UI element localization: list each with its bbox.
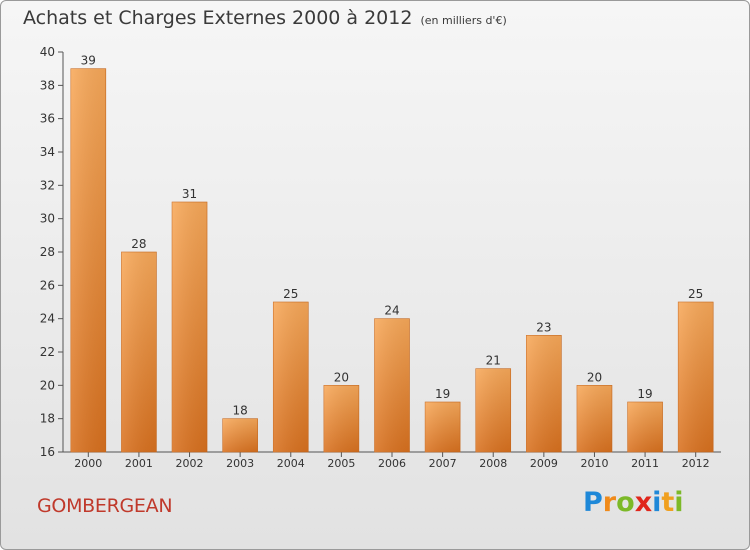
x-tick-label: 2000 <box>74 457 102 470</box>
bar-value-label: 20 <box>587 370 602 384</box>
logo-letter: r <box>602 487 617 518</box>
y-tick-label: 18 <box>40 412 55 426</box>
bar-value-label: 28 <box>131 237 146 251</box>
bar-value-label: 21 <box>486 354 501 368</box>
x-tick-label: 2008 <box>479 457 507 470</box>
bar-value-label: 18 <box>233 404 248 418</box>
chart-title-unit: (en milliers d'€) <box>420 14 507 27</box>
x-tick-label: 2009 <box>530 457 558 470</box>
bar-value-label: 31 <box>182 187 197 201</box>
bar-shine <box>475 368 511 452</box>
bar-value-label: 25 <box>283 287 298 301</box>
y-tick-label: 20 <box>40 378 55 392</box>
logo-letter: i <box>674 487 684 518</box>
y-tick-label: 38 <box>40 78 55 92</box>
x-tick-label: 2011 <box>631 457 659 470</box>
bar-value-label: 24 <box>384 304 399 318</box>
y-tick-label: 24 <box>40 312 55 326</box>
x-axis: 2000 2001 2002 2003 2004 2005 2006 2007 2008 2009… <box>63 451 721 470</box>
bars-group: 39 28 31 18 25 20 24 19 21 23 20 19 25 <box>70 54 714 453</box>
y-tick-label: 16 <box>40 445 55 459</box>
bar-value-label: 39 <box>81 54 96 68</box>
logo-letter: P <box>583 487 603 518</box>
y-tick-label: 22 <box>40 345 55 359</box>
chart-title-main: Achats et Charges Externes 2000 à 2012 <box>23 7 413 29</box>
x-tick-label: 2002 <box>176 457 204 470</box>
proxiti-logo: Proxiti <box>583 487 684 518</box>
bar-shine <box>172 202 208 452</box>
x-tick-label: 2010 <box>580 457 608 470</box>
bar-shine <box>576 385 612 452</box>
y-tick-label: 26 <box>40 278 55 292</box>
bar-shine <box>627 402 663 452</box>
logo-letter: o <box>616 487 635 518</box>
bar-shine <box>222 418 258 452</box>
bar-value-label: 19 <box>637 387 652 401</box>
bar-shine <box>323 385 359 452</box>
bar-shine <box>425 402 461 452</box>
bar-shine <box>273 302 309 452</box>
y-tick-label: 40 <box>40 45 55 59</box>
bar-shine <box>121 252 157 452</box>
y-tick-label: 34 <box>40 145 55 159</box>
y-tick-label: 36 <box>40 112 55 126</box>
x-tick-label: 2003 <box>226 457 254 470</box>
x-tick-label: 2004 <box>277 457 305 470</box>
bar-value-label: 20 <box>334 370 349 384</box>
y-axis: 16 18 20 22 24 26 28 30 32 34 36 38 40 <box>40 45 64 459</box>
bar-shine <box>526 335 562 452</box>
x-tick-label: 2006 <box>378 457 406 470</box>
bar-shine <box>70 68 106 453</box>
logo-letter: x <box>634 487 653 518</box>
bar-value-label: 23 <box>536 320 551 334</box>
y-tick-label: 32 <box>40 178 55 192</box>
y-tick-label: 30 <box>40 212 55 226</box>
place-name: GOMBERGEAN <box>37 495 173 517</box>
x-tick-label: 2012 <box>682 457 710 470</box>
y-tick-label: 28 <box>40 245 55 259</box>
bar-shine <box>678 302 714 452</box>
x-tick-label: 2007 <box>429 457 457 470</box>
chart-title: Achats et Charges Externes 2000 à 2012 (e… <box>23 7 507 29</box>
logo-letter: t <box>661 487 675 518</box>
bar-value-label: 25 <box>688 287 703 301</box>
bar-shine <box>374 318 410 452</box>
x-tick-label: 2005 <box>327 457 355 470</box>
logo-letter: i <box>652 487 662 518</box>
bar-value-label: 19 <box>435 387 450 401</box>
x-tick-label: 2001 <box>125 457 153 470</box>
